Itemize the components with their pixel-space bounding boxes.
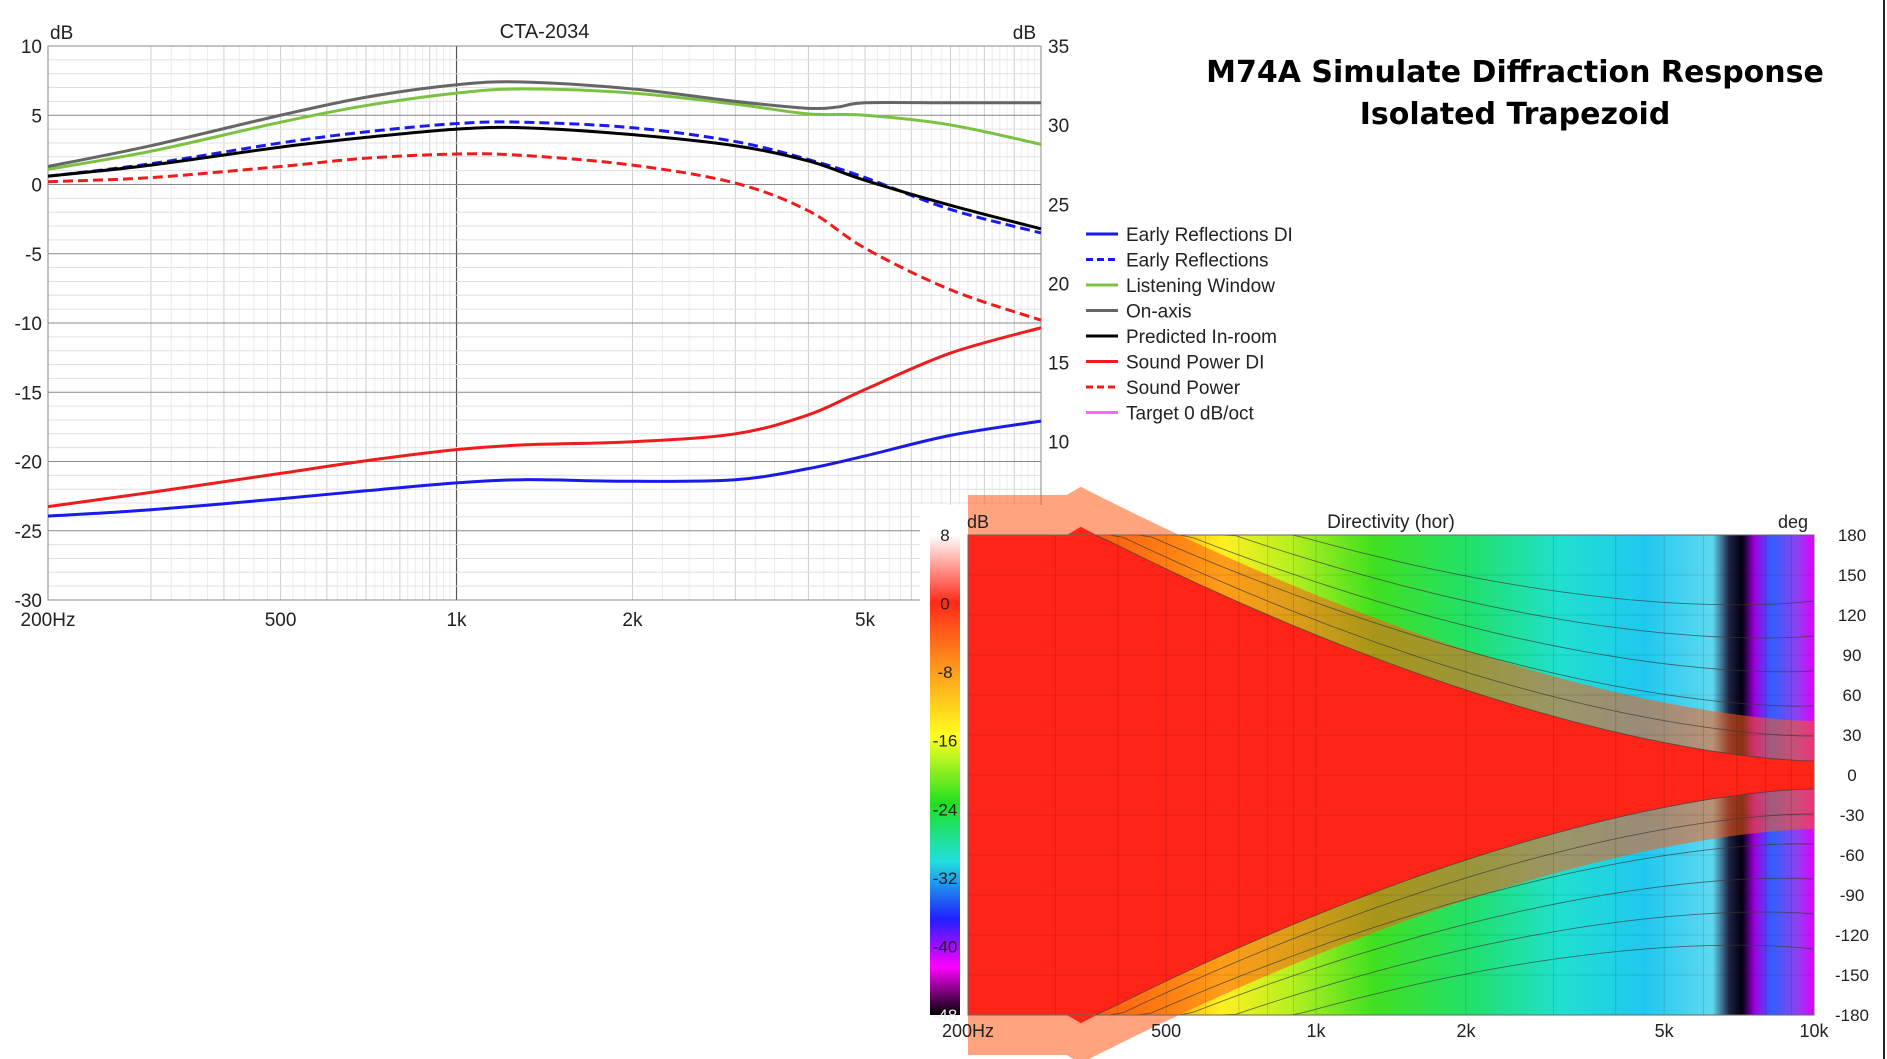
x-tick-label: 1k: [446, 610, 467, 631]
legend-label: Early Reflections: [1126, 251, 1269, 272]
legend-label: On-axis: [1126, 302, 1191, 323]
legend-label: Sound Power DI: [1126, 353, 1264, 374]
series-line-listening-window: [47, 87, 1042, 171]
y-tick-label: 180: [1838, 526, 1866, 545]
heatmap-transition-band-upper: [968, 486, 1814, 761]
series-line-sound-power-di: [47, 326, 1042, 509]
y-right-tick-label: 20: [1048, 274, 1069, 295]
right-edge-rule: [1883, 0, 1885, 1059]
y-tick-label: -120: [1835, 926, 1869, 945]
chart-title: CTA-2034: [500, 21, 590, 43]
y-left-tick-label: -20: [15, 453, 42, 474]
legend-label: Target 0 dB/oct: [1126, 404, 1255, 425]
heatmap-onaxis-lobe: [968, 526, 1814, 1024]
heatmap-title: Directivity (hor): [1327, 512, 1455, 533]
series-line-early-reflections-di: [47, 419, 1042, 518]
x-tick-label: 200Hz: [942, 1021, 994, 1041]
colorbar-tick-label: 0: [940, 595, 949, 614]
colorbar-tick-label: -40: [933, 937, 958, 956]
y-right-tick-label: 10: [1048, 433, 1069, 454]
y-tick-label: 150: [1838, 566, 1866, 585]
x-tick-label: 5k: [1655, 1021, 1675, 1041]
x-tick-label: 500: [1151, 1021, 1181, 1041]
legend-label: Early Reflections DI: [1126, 225, 1293, 246]
y-left-axis-label: dB: [50, 23, 73, 44]
y-axis-label: deg: [1778, 512, 1808, 532]
series-line-sound-power: [47, 152, 1042, 322]
figure-title-line1: M74A Simulate Diffraction Response: [1206, 55, 1824, 90]
contour-line: [968, 534, 1815, 762]
x-tick-label: 1k: [1307, 1021, 1327, 1041]
x-tick-label: 10k: [1799, 1021, 1829, 1041]
y-right-tick-label: 15: [1048, 354, 1069, 375]
heatmap-frame: [967, 534, 1815, 1016]
y-tick-label: -60: [1840, 846, 1865, 865]
plot-frame: [47, 45, 1042, 601]
colorbar: [930, 535, 960, 1015]
legend-label: Sound Power: [1126, 378, 1241, 399]
y-tick-label: 30: [1843, 726, 1862, 745]
y-tick-label: 60: [1843, 686, 1862, 705]
series-line-predicted-in-room: [47, 125, 1042, 231]
series-line-on-axis: [47, 80, 1041, 168]
y-left-tick-label: 10: [21, 37, 42, 58]
y-tick-label: -90: [1840, 886, 1865, 905]
y-right-tick-label: 35: [1048, 37, 1069, 58]
y-tick-label: -30: [1840, 806, 1865, 825]
y-left-tick-label: -10: [15, 314, 42, 335]
y-left-tick-label: -5: [25, 245, 42, 266]
y-left-tick-label: 0: [31, 176, 42, 197]
y-right-tick-label: 25: [1048, 195, 1069, 216]
colorbar-tick-label: -24: [933, 800, 958, 819]
y-left-tick-label: 5: [31, 106, 42, 127]
y-left-tick-label: -30: [15, 591, 42, 612]
x-tick-label: 500: [265, 610, 297, 631]
y-left-tick-label: -25: [15, 522, 42, 543]
series-line-early-reflections: [47, 120, 1042, 235]
colorbar-tick-label: -8: [937, 663, 952, 682]
colorbar-tick-label: -48: [933, 1006, 958, 1025]
y-tick-label: 120: [1838, 606, 1866, 625]
figure-title-line2: Isolated Trapezoid: [1359, 97, 1671, 132]
y-right-axis-label: dB: [1013, 23, 1036, 44]
y-tick-label: 90: [1843, 646, 1862, 665]
y-right-tick-label: 30: [1048, 116, 1069, 137]
contour-line: [968, 788, 1815, 1016]
colorbar-tick-label: 8: [940, 526, 949, 545]
colorbar-tick-label: -32: [933, 869, 958, 888]
y-left-tick-label: -15: [15, 383, 42, 404]
figure-title: M74A Simulate Diffraction Response Isola…: [1180, 52, 1850, 136]
heatmap-transition-band-lower: [968, 789, 1814, 1059]
x-tick-label: 200Hz: [21, 610, 76, 631]
y-tick-label: 0: [1847, 766, 1856, 785]
y-tick-label: -150: [1835, 966, 1869, 985]
x-tick-label: 2k: [622, 610, 643, 631]
legend-label: Listening Window: [1126, 276, 1275, 297]
x-tick-label: 5k: [855, 610, 876, 631]
x-tick-label: 2k: [1456, 1021, 1476, 1041]
legend-label: Predicted In-room: [1126, 327, 1277, 348]
y-tick-label: -180: [1835, 1006, 1869, 1025]
colorbar-label: dB: [967, 512, 989, 532]
colorbar-tick-label: -16: [933, 732, 958, 751]
